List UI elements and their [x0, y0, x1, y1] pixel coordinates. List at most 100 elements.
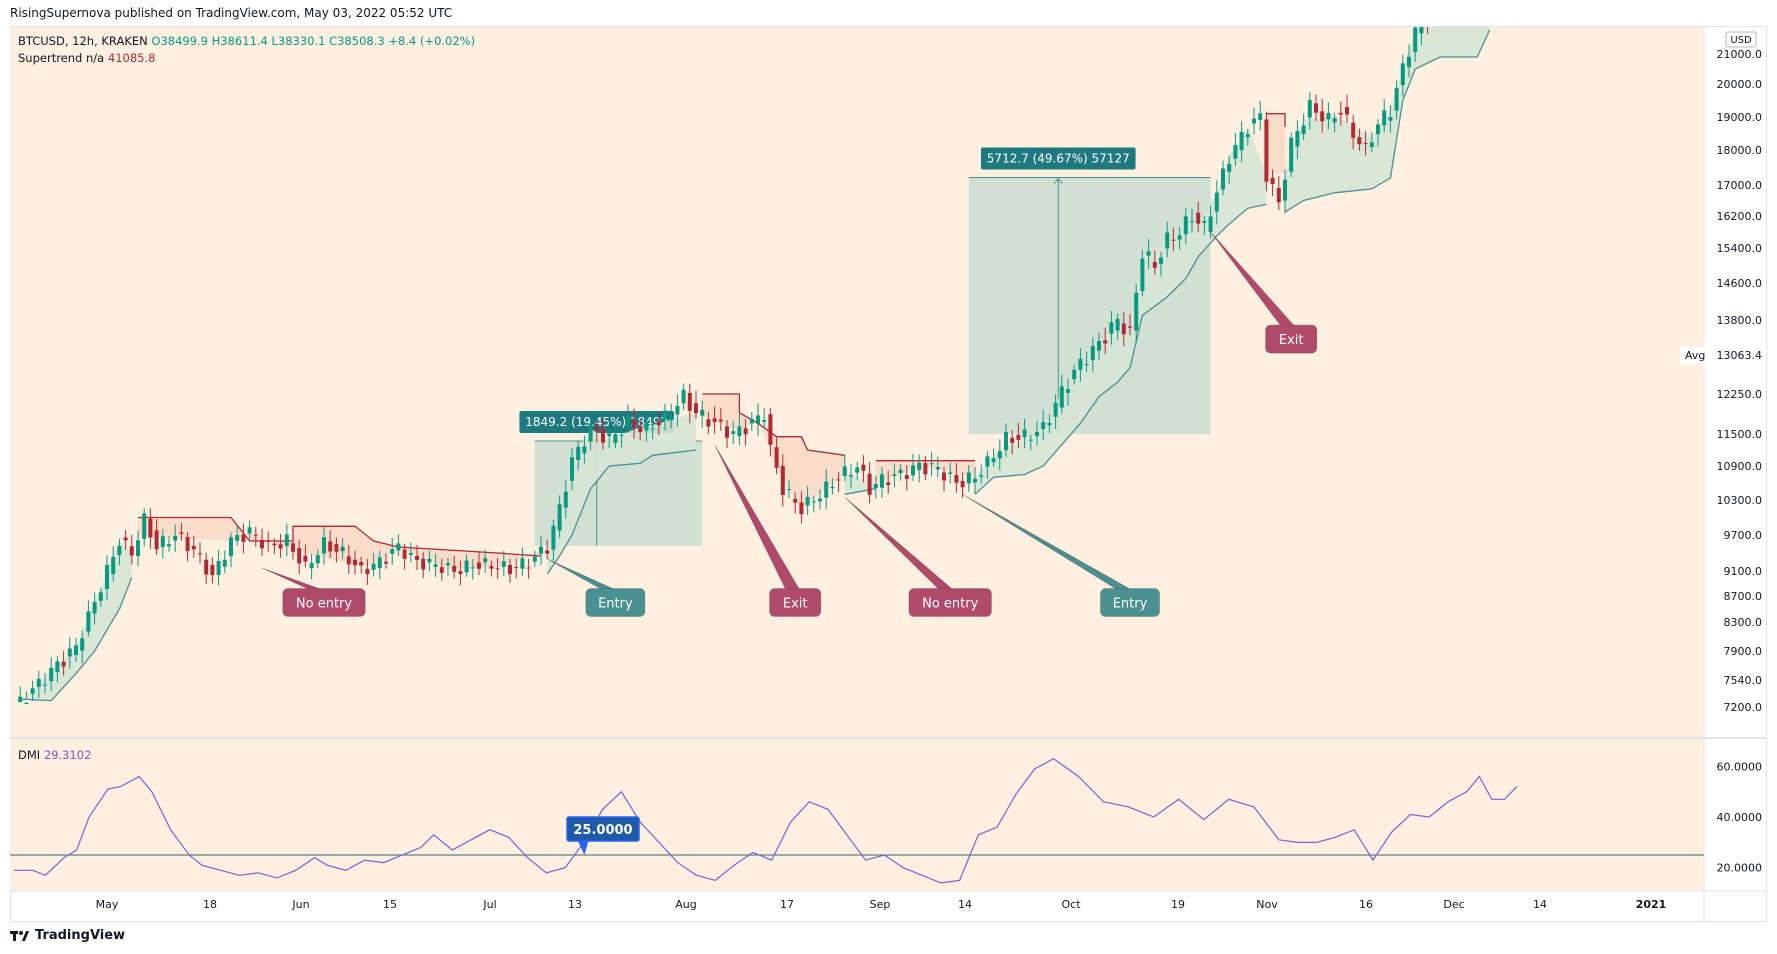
candle-body — [1239, 131, 1244, 151]
price-tick-label: 13800.0 — [1717, 314, 1763, 327]
candle-body — [1165, 232, 1170, 249]
price-tick-label: 9700.0 — [1724, 529, 1763, 542]
dmi-tick-label: 60.0000 — [1717, 760, 1763, 773]
avg-value: 13063.4 — [1717, 349, 1763, 362]
time-tick-label: 19 — [1171, 898, 1185, 911]
candle-body — [601, 428, 605, 443]
exit-callout[interactable] — [1265, 324, 1318, 354]
candle-body — [154, 530, 159, 550]
candle-body — [799, 502, 804, 515]
candle-body — [1426, 23, 1430, 26]
candle-body — [1115, 318, 1120, 331]
price-tick-label: 8300.0 — [1724, 616, 1763, 629]
candle-body — [415, 555, 419, 560]
candle-body — [991, 458, 996, 463]
candle-body — [36, 678, 41, 687]
supertrend-up-line — [974, 203, 1267, 495]
candle-body — [669, 415, 674, 421]
candle-body — [142, 513, 147, 539]
dmi-legend[interactable]: DMI 29.3102 — [18, 748, 91, 762]
time-tick-label: Jun — [291, 898, 309, 911]
candle-body — [818, 498, 822, 502]
candle-body — [1320, 111, 1325, 122]
candle-body — [700, 409, 705, 416]
candle-body — [1134, 292, 1139, 331]
supertrend-up-fill — [20, 541, 132, 703]
candle-body — [917, 462, 922, 471]
candle-body — [173, 535, 178, 541]
currency-tag[interactable] — [1725, 31, 1757, 48]
candle-body — [365, 568, 370, 575]
threshold-pointer — [577, 839, 589, 856]
candle-body — [855, 467, 860, 473]
exit-callout[interactable] — [908, 588, 992, 617]
candle-body — [80, 638, 85, 651]
time-tick-label: 14 — [1533, 898, 1547, 911]
candle-body — [210, 565, 215, 576]
exit-callout[interactable] — [282, 588, 366, 617]
dmi-pane-bg — [10, 739, 1704, 891]
candle-body — [997, 451, 1002, 459]
candle-body — [867, 473, 872, 495]
candle-body — [811, 501, 816, 503]
candle-body — [904, 475, 909, 479]
candle-body — [1177, 235, 1182, 240]
candle-body — [613, 434, 618, 443]
candle-body — [421, 558, 426, 570]
exit-callout[interactable] — [769, 588, 822, 617]
price-tick-label: 17000.0 — [1717, 179, 1763, 192]
threshold-badge[interactable] — [566, 816, 640, 842]
callout-label: No entry — [296, 597, 352, 612]
candle-body — [111, 557, 116, 574]
candle-body — [1221, 168, 1225, 190]
candle-body — [1121, 323, 1126, 335]
candle-body — [694, 403, 698, 414]
candle-body — [309, 563, 314, 569]
candle-body — [402, 549, 407, 559]
candle-body — [638, 426, 643, 432]
candle-body — [315, 555, 320, 564]
candle-body — [935, 466, 940, 470]
candle-body — [1400, 63, 1405, 86]
candle-body — [756, 415, 760, 424]
candle-body — [30, 688, 35, 694]
candle-body — [216, 561, 221, 575]
price-tick-label: 10300.0 — [1717, 494, 1763, 507]
candle-body — [929, 463, 934, 465]
candle-body — [501, 561, 506, 567]
candle-body — [470, 567, 475, 569]
candle-body — [793, 498, 798, 503]
callout-label: Entry — [1113, 597, 1148, 612]
time-tick-label: Dec — [1443, 898, 1464, 911]
candle-body — [948, 472, 953, 474]
candle-body — [1035, 432, 1039, 437]
time-tick-label: Nov — [1256, 898, 1278, 911]
publish-credit: RisingSupernova published on TradingView… — [10, 6, 453, 20]
symbol-legend[interactable]: BTCUSD, 12h, KRAKEN O38499.9 H38611.4 L3… — [18, 34, 475, 48]
dmi-line — [14, 757, 1518, 884]
entry-callout[interactable] — [585, 588, 646, 617]
candle-body — [1078, 358, 1083, 370]
candle-body — [520, 558, 525, 569]
supertrend-legend[interactable]: Supertrend n/a 41085.8 — [18, 51, 155, 65]
candle-body — [1047, 422, 1052, 426]
time-tick-label: 16 — [1359, 898, 1373, 911]
candle-body — [272, 543, 277, 546]
candle-body — [886, 482, 891, 486]
candle-body — [632, 420, 636, 427]
time-tick-label: 15 — [383, 898, 397, 911]
candle-body — [985, 456, 990, 467]
dmi-label: DMI — [18, 748, 41, 762]
candle-body — [1214, 192, 1219, 212]
candle-body — [446, 563, 450, 566]
candle-body — [167, 544, 171, 547]
position-label: 5712.7 (49.67%) 57127 — [987, 152, 1130, 166]
candle-body — [644, 421, 649, 431]
candle-body — [98, 592, 103, 601]
entry-callout[interactable] — [1100, 588, 1160, 617]
candle-body — [1028, 439, 1033, 441]
tradingview-logo[interactable]: TradingView — [10, 928, 125, 943]
candle-body — [966, 472, 971, 484]
candle-body — [1357, 137, 1362, 145]
